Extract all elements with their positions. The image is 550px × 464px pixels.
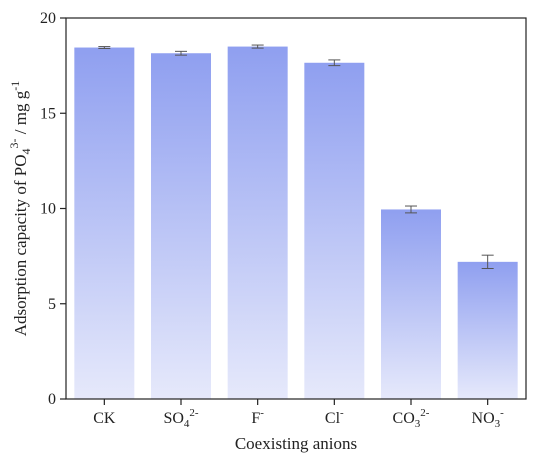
bar [457, 261, 518, 399]
y-tick-label: 10 [40, 201, 56, 218]
bar [381, 209, 441, 399]
bars-layer [74, 46, 518, 400]
x-tick-label: CK [93, 410, 116, 427]
y-tick-label: 0 [48, 391, 56, 408]
x-axis-label: Coexisting anions [235, 434, 357, 453]
error-bars-layer [98, 44, 494, 270]
y-axis-label: Adsorption capacity of PO43- / mg g-1 [7, 81, 33, 336]
bar [151, 53, 211, 400]
plot-frame [65, 17, 527, 400]
x-tick-label: F- [251, 407, 264, 427]
y-tick-label: 5 [48, 296, 56, 313]
bar [227, 46, 288, 399]
x-tick-label: SO42- [163, 407, 198, 430]
x-tick-label: CO32- [393, 407, 430, 430]
bar [74, 47, 135, 400]
x-tick-label: NO3- [472, 407, 505, 430]
y-tick-label: 15 [40, 105, 56, 122]
x-tick-label: Cl- [325, 407, 344, 427]
y-axis-ticks: 0 5 10 15 20 [40, 10, 66, 408]
y-tick-label: 20 [40, 10, 56, 27]
x-axis-ticks: CK SO42- F- Cl- CO32- NO3- [93, 399, 504, 430]
bar [304, 62, 365, 399]
